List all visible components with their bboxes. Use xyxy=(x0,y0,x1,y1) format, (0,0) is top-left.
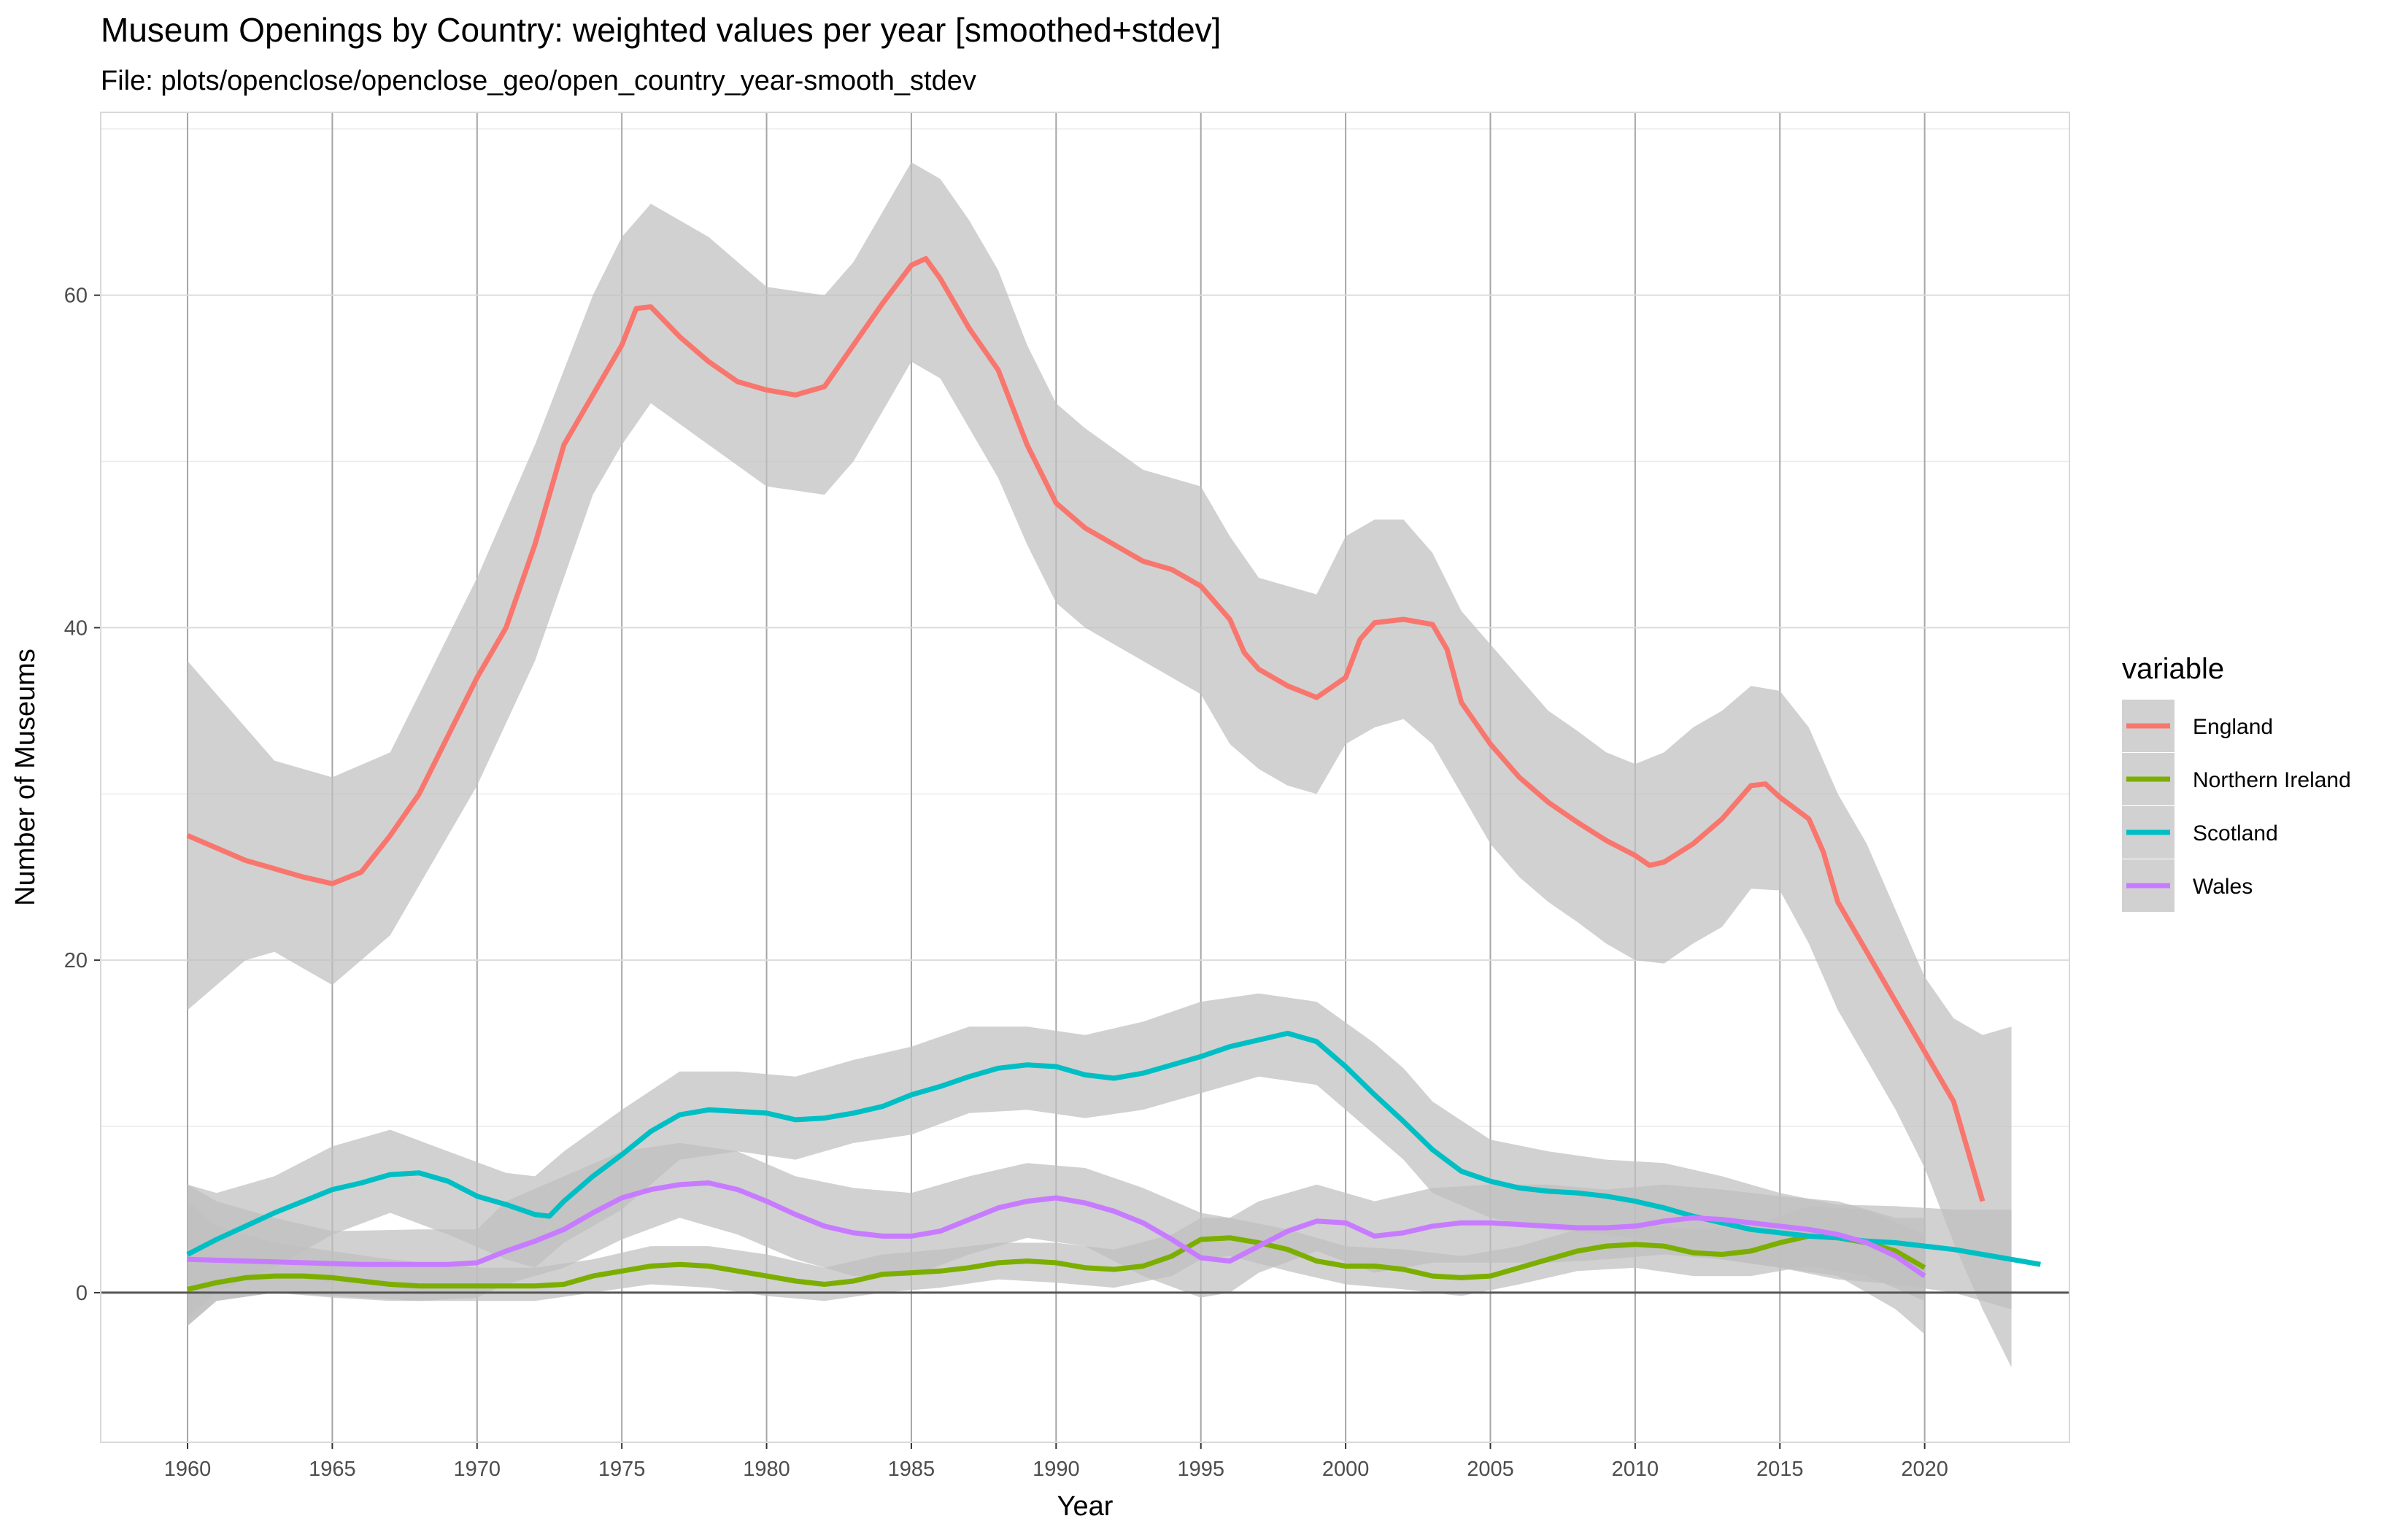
x-axis-title: Year xyxy=(1057,1491,1114,1522)
legend-label-scotland: Scotland xyxy=(2193,821,2278,846)
legend-label-wales: Wales xyxy=(2193,875,2253,899)
x-tick-label: 1995 xyxy=(1177,1458,1224,1481)
legend-label-england: England xyxy=(2193,715,2273,739)
x-tick-label: 1980 xyxy=(743,1458,790,1481)
chart-title: Museum Openings by Country: weighted val… xyxy=(101,11,1222,49)
series-line-england xyxy=(186,256,1986,1202)
band-wales xyxy=(188,1142,1925,1334)
x-tick-label: 2000 xyxy=(1322,1458,1370,1481)
chart-subtitle: File: plots/openclose/openclose_geo/open… xyxy=(101,66,976,96)
y-tick-label: 0 xyxy=(76,1282,88,1305)
legend: variable England Northern Ireland Scotland… xyxy=(2122,653,2351,912)
x-tick-label: 1985 xyxy=(888,1458,935,1481)
x-tick-label: 2020 xyxy=(1901,1458,1948,1481)
x-tick-label: 1965 xyxy=(309,1458,356,1481)
band-england xyxy=(188,162,2012,1368)
x-tick-label: 2005 xyxy=(1467,1458,1514,1481)
legend-title: variable xyxy=(2122,653,2224,685)
y-axis-ticks: 0 20 40 60 xyxy=(64,285,101,1305)
x-tick-label: 2015 xyxy=(1756,1458,1804,1481)
x-tick-label: 2010 xyxy=(1612,1458,1659,1481)
legend-label-northern-ireland: Northern Ireland xyxy=(2193,768,2351,792)
x-tick-label: 1990 xyxy=(1033,1458,1080,1481)
x-tick-label: 1970 xyxy=(454,1458,501,1481)
y-tick-label: 40 xyxy=(64,616,88,640)
x-axis-ticks: 1960 1965 1970 1975 1980 1985 1990 1995 2000 2005… xyxy=(164,1442,1948,1481)
series-line-northern-ireland xyxy=(187,1233,1926,1292)
series-line-wales xyxy=(187,1180,1926,1278)
series-line-scotland xyxy=(186,1030,2041,1267)
band-scotland xyxy=(188,993,2012,1318)
y-axis-title: Number of Museums xyxy=(10,649,41,906)
y-tick-label: 20 xyxy=(64,949,88,972)
plot-panel-border xyxy=(100,112,2070,1443)
y-tick-label: 60 xyxy=(64,285,88,308)
x-tick-label: 1960 xyxy=(164,1458,212,1481)
x-tick-label: 1975 xyxy=(598,1458,646,1481)
series-lines xyxy=(186,256,2041,1292)
